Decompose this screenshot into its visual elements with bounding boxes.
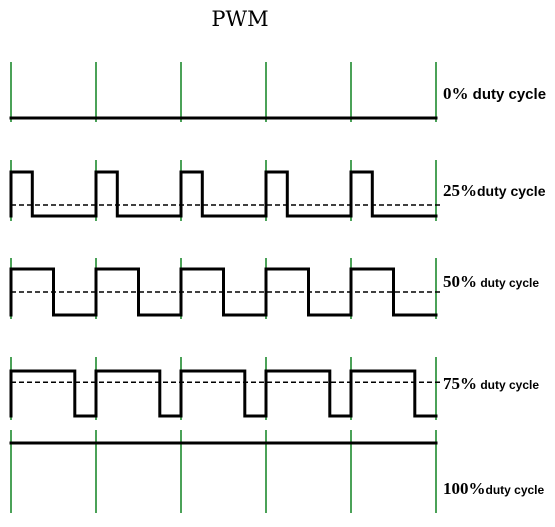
row-0-clock-markers <box>10 62 437 122</box>
row-1-label-text: duty cycle <box>477 183 546 199</box>
diagram-title: PWM <box>211 7 268 31</box>
row-2-label-text: duty cycle <box>477 276 539 290</box>
row-4-label-percent: 100% <box>443 479 486 498</box>
row-100-duty: 100%duty cycle <box>9 430 545 513</box>
row-3-label-percent: 75% <box>443 374 477 393</box>
row-3-waveform <box>9 369 438 418</box>
row-1-waveform <box>9 170 438 218</box>
row-2-label: 50% duty cycle <box>443 272 539 291</box>
row-75-duty: 75% duty cycle <box>9 357 539 420</box>
row-4-label: 100%duty cycle <box>443 479 545 498</box>
row-4-label-text: duty cycle <box>486 483 545 497</box>
row-0-duty: 0% duty cycle <box>9 62 546 122</box>
row-3-label: 75% duty cycle <box>443 374 539 393</box>
row-2-label-percent: 50% <box>443 272 477 291</box>
row-50-duty: 50% duty cycle <box>9 258 539 319</box>
row-0-label: 0% duty cycle <box>443 84 546 103</box>
row-1-label-percent: 25% <box>443 181 477 200</box>
row-1-label: 25%duty cycle <box>443 181 546 200</box>
row-2-waveform <box>9 267 438 317</box>
row-0-label-percent: 0% <box>443 84 469 103</box>
row-3-label-text: duty cycle <box>477 378 539 392</box>
row-25-duty: 25%duty cycle <box>9 160 546 221</box>
row-0-label-text: duty cycle <box>469 86 547 103</box>
